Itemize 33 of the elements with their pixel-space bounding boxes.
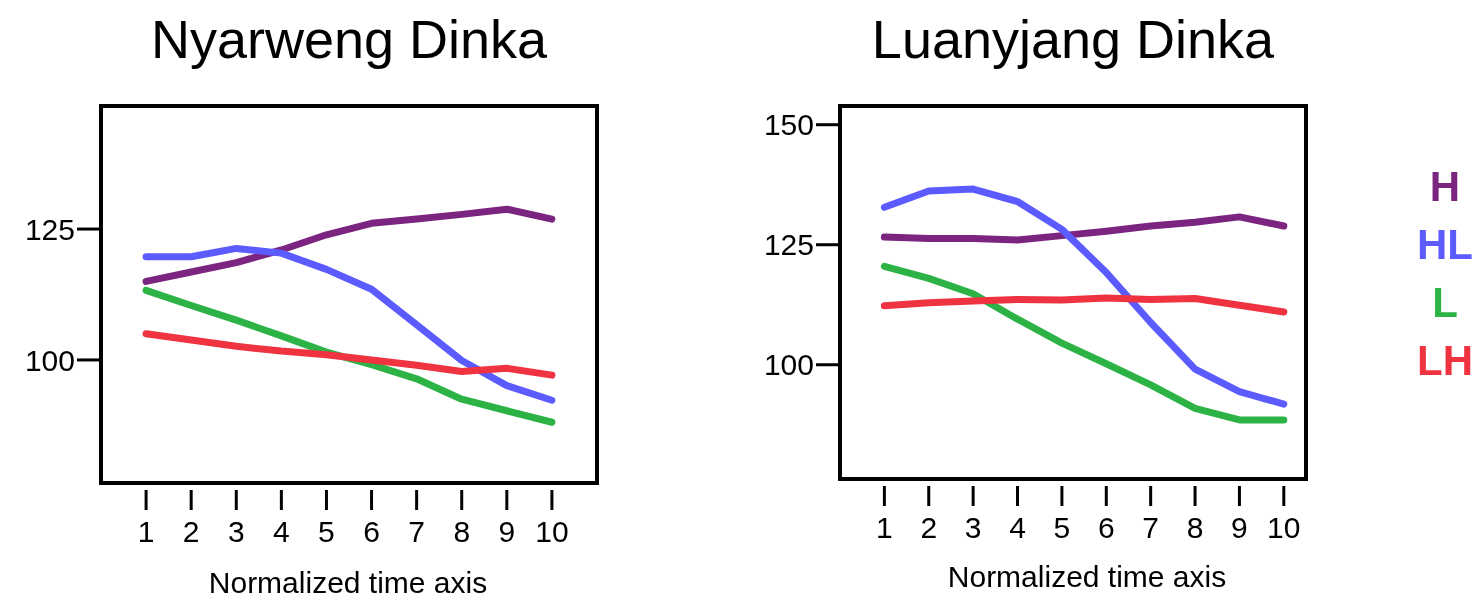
x-tick-label: 2: [182, 515, 200, 549]
x-tick-label: 10: [535, 515, 569, 549]
x-tick-label: 6: [1097, 511, 1115, 545]
text: H: [1428, 162, 1462, 212]
x-tick-label: 1: [137, 515, 155, 549]
x-tick-label: 8: [1186, 511, 1204, 545]
chart-title: Nyarweng Dinka: [149, 8, 549, 70]
x-axis-title: Normalized time axis: [207, 566, 489, 600]
x-tick-label: 6: [363, 515, 380, 549]
text: LH: [1416, 336, 1474, 386]
x-tick-label: 5: [318, 515, 335, 549]
y-tick-label: 150: [763, 108, 814, 142]
x-tick-label: 3: [964, 511, 982, 545]
x-tick-label: 7: [1142, 511, 1160, 545]
x-tick-label: 9: [1231, 511, 1248, 545]
x-tick-label: 10: [1267, 511, 1301, 545]
x-tick-label: 9: [498, 515, 516, 549]
y-tick-label: 100: [24, 343, 75, 377]
x-axis-title: Normalized time axis: [946, 560, 1228, 594]
x-tick-label: 4: [273, 515, 290, 549]
chart-title: Luanyjang Dinka: [870, 8, 1276, 70]
x-tick-label: 2: [920, 511, 938, 545]
x-tick-label: 3: [227, 515, 245, 549]
x-tick-label: 4: [1009, 511, 1026, 545]
x-tick-label: 8: [453, 515, 471, 549]
text: HL: [1416, 220, 1474, 270]
x-tick-label: 7: [408, 515, 425, 549]
x-tick-label: 5: [1053, 511, 1071, 545]
y-tick-label: 125: [763, 228, 814, 262]
x-tick-label: 1: [876, 511, 893, 545]
y-tick-label: 125: [24, 212, 75, 246]
y-tick-label: 100: [763, 348, 814, 382]
text: L: [1431, 278, 1459, 328]
